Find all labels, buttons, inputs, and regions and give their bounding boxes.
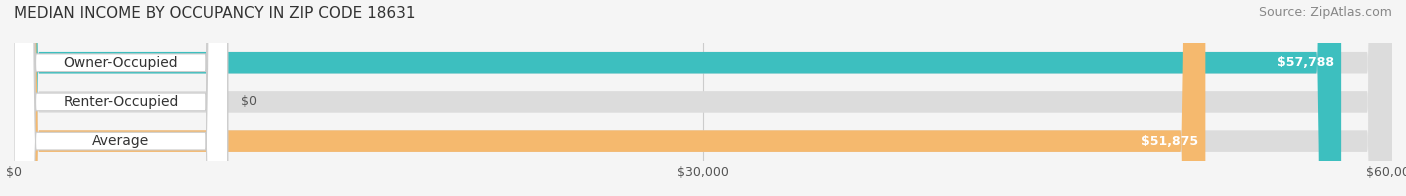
Text: Owner-Occupied: Owner-Occupied bbox=[63, 56, 179, 70]
Text: Source: ZipAtlas.com: Source: ZipAtlas.com bbox=[1258, 6, 1392, 19]
Text: Renter-Occupied: Renter-Occupied bbox=[63, 95, 179, 109]
Text: $57,788: $57,788 bbox=[1277, 56, 1334, 69]
Text: Average: Average bbox=[93, 134, 149, 148]
FancyBboxPatch shape bbox=[14, 0, 1392, 196]
FancyBboxPatch shape bbox=[14, 0, 1392, 196]
Text: $0: $0 bbox=[242, 95, 257, 108]
FancyBboxPatch shape bbox=[14, 0, 228, 196]
FancyBboxPatch shape bbox=[14, 0, 1392, 196]
FancyBboxPatch shape bbox=[14, 0, 228, 196]
Text: MEDIAN INCOME BY OCCUPANCY IN ZIP CODE 18631: MEDIAN INCOME BY OCCUPANCY IN ZIP CODE 1… bbox=[14, 6, 416, 21]
FancyBboxPatch shape bbox=[14, 0, 228, 196]
Text: $51,875: $51,875 bbox=[1142, 135, 1198, 148]
FancyBboxPatch shape bbox=[14, 0, 1205, 196]
FancyBboxPatch shape bbox=[14, 0, 1341, 196]
